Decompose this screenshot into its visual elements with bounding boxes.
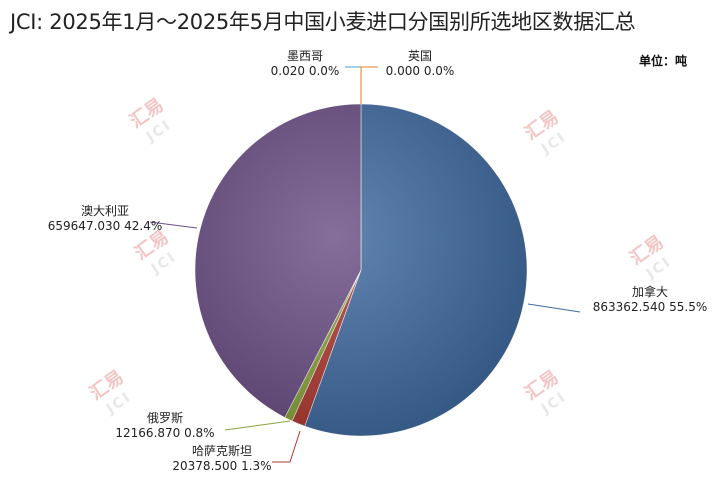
leader-line-0 bbox=[527, 303, 581, 313]
slice-value-label: 0.000 0.0% bbox=[386, 64, 455, 78]
slice-name-label: 俄罗斯 bbox=[147, 411, 183, 425]
unit-label: 单位：吨 bbox=[638, 54, 687, 68]
leader-line-4 bbox=[345, 66, 362, 104]
slice-value-label: 0.020 0.0% bbox=[271, 64, 340, 78]
leader-line-2 bbox=[224, 420, 291, 431]
slice-label-5: 英国0.000 0.0% bbox=[386, 49, 455, 78]
slice-name-label: 哈萨克斯坦 bbox=[192, 444, 252, 458]
leader-lines bbox=[149, 66, 581, 463]
slice-name-label: 加拿大 bbox=[632, 284, 668, 299]
leader-line-5 bbox=[360, 66, 378, 104]
slice-value-label: 659647.030 42.4% bbox=[48, 219, 162, 233]
pie-slices bbox=[194, 103, 528, 437]
slice-name-label: 英国 bbox=[408, 49, 432, 63]
slice-value-label: 863362.540 55.5% bbox=[593, 300, 707, 314]
slice-value-label: 20378.500 1.3% bbox=[172, 459, 271, 473]
slice-name-label: 墨西哥 bbox=[287, 49, 323, 63]
slice-name-label: 澳大利亚 bbox=[81, 204, 129, 218]
leader-line-1 bbox=[272, 430, 301, 463]
leader-line-3 bbox=[149, 221, 198, 229]
slice-value-label: 12166.870 0.8% bbox=[115, 426, 214, 440]
chart-title: JCI: 2025年1月～2025年5月中国小麦进口分国别所选地区数据汇总 bbox=[10, 10, 636, 34]
